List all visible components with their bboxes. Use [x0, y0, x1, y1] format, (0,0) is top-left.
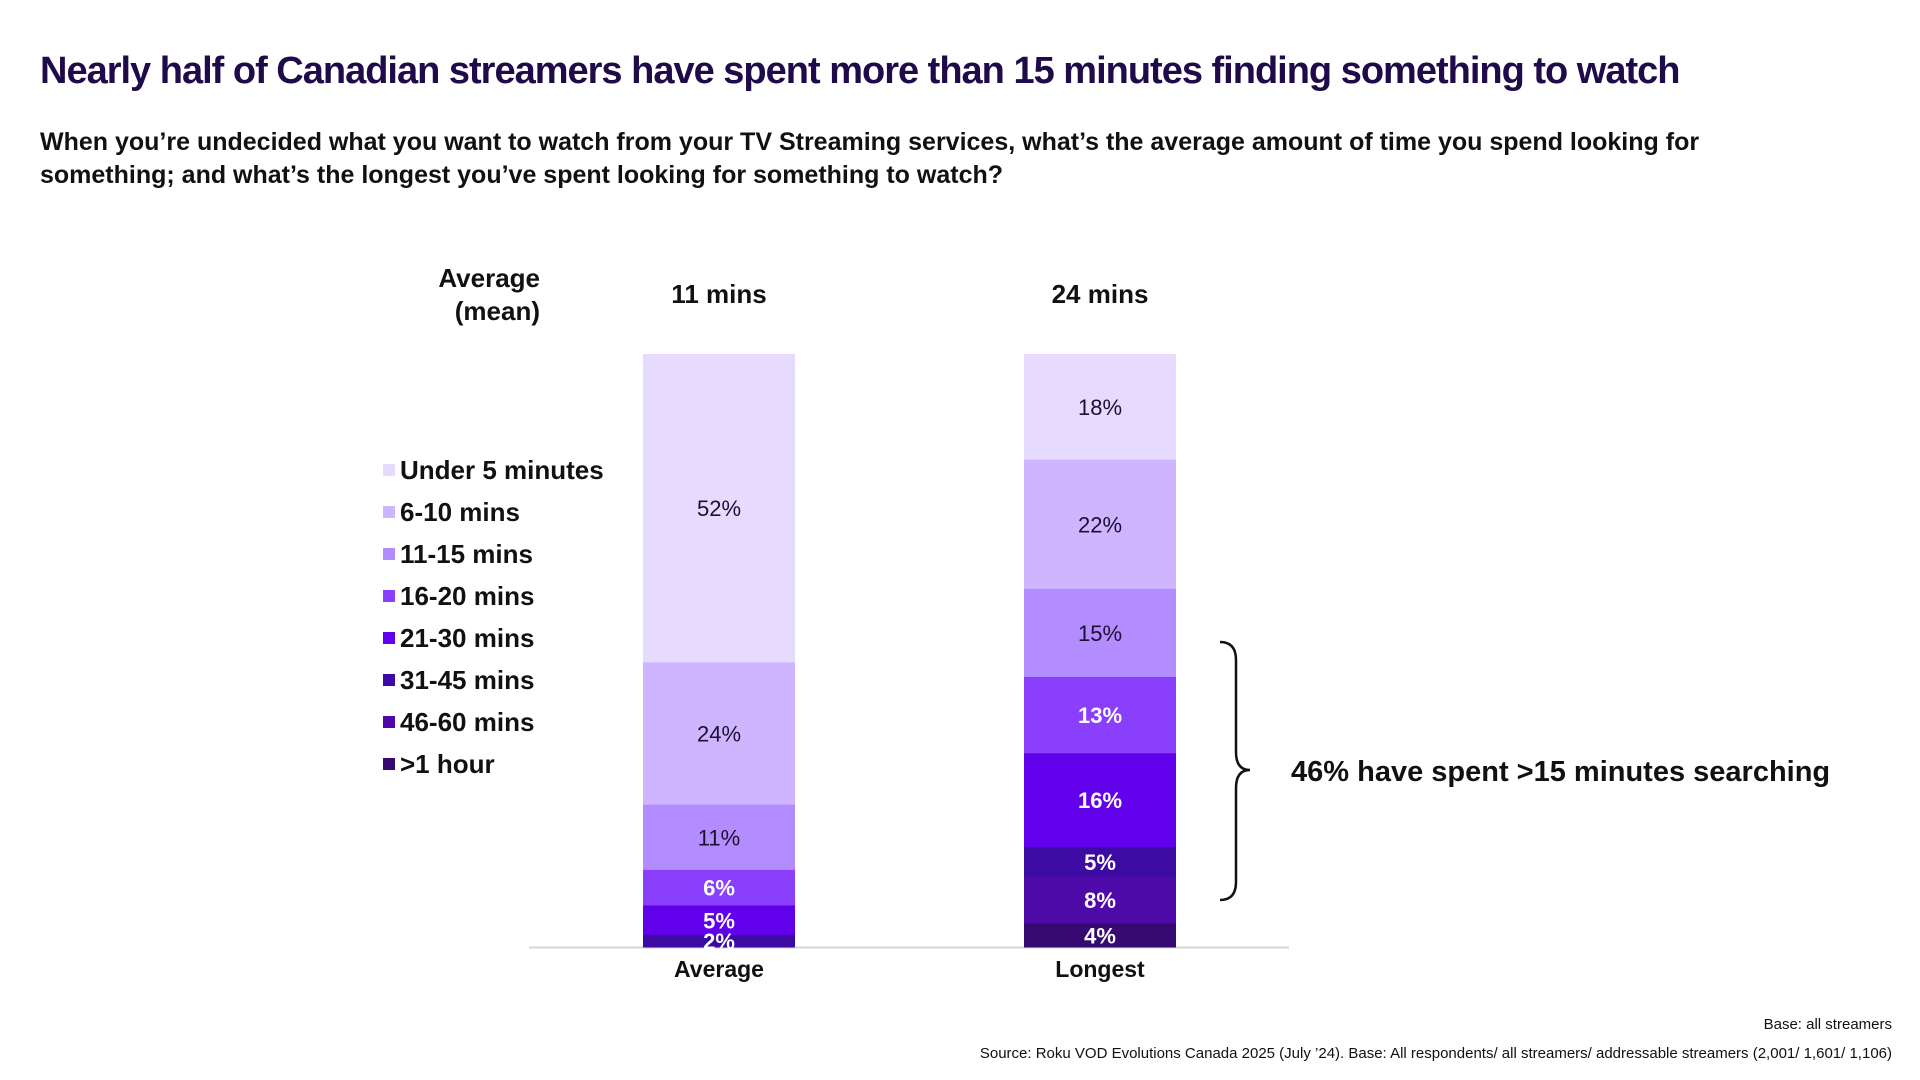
chart-title: Nearly half of Canadian streamers have s… — [40, 50, 1681, 92]
mean-label-line1: Average — [438, 263, 540, 293]
chart-subtitle: When you’re undecided what you want to w… — [40, 128, 1700, 189]
data-label: 6% — [703, 876, 735, 901]
data-label: 24% — [697, 722, 741, 747]
data-label: 18% — [1078, 395, 1122, 420]
mean-label: Average (mean) — [380, 262, 540, 328]
legend-item: 11-15 mins — [383, 539, 533, 569]
legend-item: 31-45 mins — [383, 665, 534, 695]
legend-label: 46-60 mins — [400, 706, 535, 737]
bar-segment — [1024, 588, 1176, 678]
data-label: 5% — [703, 908, 735, 933]
bar-segment — [643, 662, 795, 806]
data-label: 5% — [1084, 850, 1116, 875]
legend-swatch — [383, 758, 395, 770]
legend-swatch — [383, 506, 395, 518]
legend-item: 46-60 mins — [383, 707, 534, 737]
legend-swatch — [383, 464, 395, 476]
bar-segment — [643, 354, 795, 663]
bar-segment — [1024, 923, 1176, 948]
data-label: 2% — [703, 929, 735, 954]
legend-swatch — [383, 548, 395, 560]
base-note: Base: all streamers — [1763, 1016, 1892, 1033]
data-label: 16% — [1078, 788, 1122, 813]
mean-label-line2: (mean) — [454, 296, 540, 326]
bar-segment — [1024, 354, 1176, 461]
legend-label: Under 5 minutes — [400, 454, 604, 485]
category-label-longest: Longest — [1055, 956, 1145, 982]
legend-item: >1 hour — [383, 749, 495, 779]
legend-item: Under 5 minutes — [383, 455, 604, 485]
legend-label: 11-15 mins — [400, 538, 533, 569]
data-label: 22% — [1078, 512, 1122, 537]
bar-segment — [1024, 753, 1176, 848]
category-label-average: Average — [674, 956, 764, 982]
mean-value-longest: 24 mins — [1051, 279, 1149, 309]
bar-segment — [1024, 876, 1176, 925]
legend-label: 6-10 mins — [400, 496, 520, 527]
data-label: 52% — [697, 496, 741, 521]
source-note: Source: Roku VOD Evolutions Canada 2025 … — [979, 1045, 1892, 1062]
legend-item: 21-30 mins — [383, 623, 534, 653]
bar-segment — [643, 905, 795, 936]
mean-value-average: 11 mins — [671, 279, 767, 309]
bar-segment — [643, 804, 795, 871]
legend-item: 16-20 mins — [383, 581, 534, 611]
data-label: 4% — [1084, 923, 1116, 948]
data-label: 15% — [1078, 621, 1122, 646]
brace-annotation — [1219, 640, 1251, 902]
legend-swatch — [383, 632, 395, 644]
data-label: 8% — [1084, 888, 1116, 913]
legend-label: 16-20 mins — [400, 580, 535, 611]
bar-segment — [1024, 459, 1176, 590]
data-label: 11% — [698, 825, 740, 850]
legend-swatch — [383, 716, 395, 728]
legend-label: 21-30 mins — [400, 622, 535, 653]
data-label: 13% — [1078, 703, 1122, 728]
bar-segment — [643, 935, 795, 948]
legend-label: 31-45 mins — [400, 664, 535, 695]
annotation-text: 46% have spent >15 minutes searching — [1291, 756, 1831, 788]
bar-segment — [643, 869, 795, 906]
legend-label: >1 hour — [400, 748, 495, 779]
legend-item: 6-10 mins — [383, 497, 520, 527]
legend-swatch — [383, 674, 395, 686]
legend-swatch — [383, 590, 395, 602]
bar-segment — [1024, 676, 1176, 754]
bar-segment — [1024, 847, 1176, 878]
